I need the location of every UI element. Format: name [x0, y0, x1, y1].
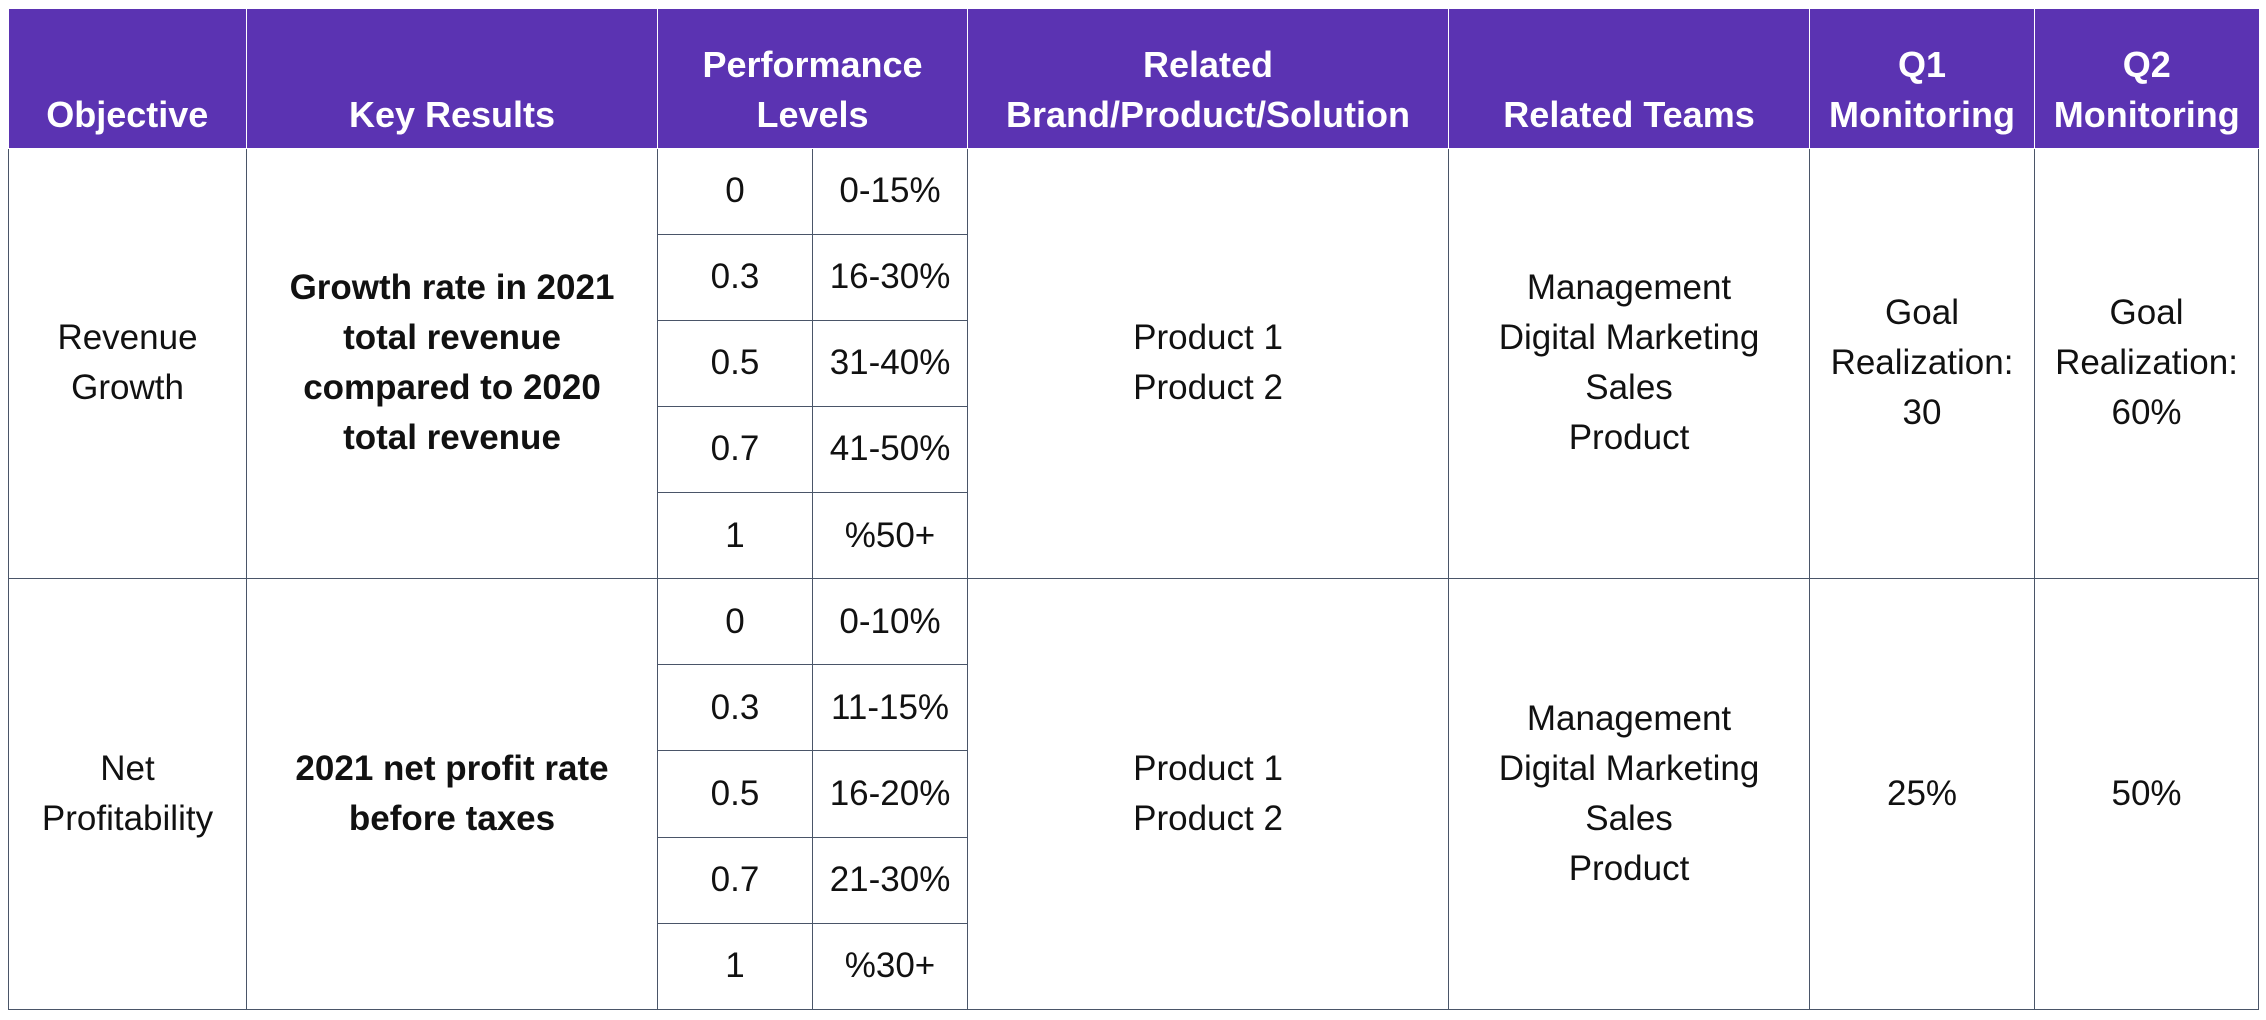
product-line: Product 1	[1133, 749, 1283, 789]
objective-cell: Revenue Growth	[8, 147, 247, 580]
level-score: 1	[657, 492, 813, 580]
header-q2-line-1: Q2	[2122, 43, 2171, 85]
objective-line: Net	[100, 749, 155, 789]
teams-cell: Management Digital Marketing Sales Produ…	[1448, 578, 1811, 1010]
team-line: Product	[1568, 418, 1690, 458]
level-range: 16-20%	[811, 750, 969, 838]
level-range: 11-15%	[811, 664, 969, 752]
q1-cell: 25%	[1809, 578, 2036, 1010]
q2-line: Realization:	[2055, 343, 2238, 383]
q2-line: 50%	[2111, 774, 2182, 814]
header-key-results: Key Results	[246, 9, 658, 149]
team-line: Digital Marketing	[1498, 318, 1760, 358]
table-row: 0.7 41-50%	[9, 405, 2259, 494]
key-result-line: total revenue	[343, 318, 561, 358]
key-result-line: before taxes	[348, 799, 556, 839]
level-range: 41-50%	[811, 405, 969, 494]
level-score: 0.3	[657, 664, 813, 752]
q2-line: 60%	[2111, 393, 2182, 433]
header-related-teams: Related Teams	[1448, 9, 1811, 149]
table-row: Net Profitability 2021 net profit rate b…	[8, 578, 2260, 1010]
header-performance-line-1: Performance	[702, 43, 923, 85]
header-brand-line-2: Brand/Product/Solution	[1006, 93, 1410, 135]
header-q1-line-1: Q1	[1898, 43, 1947, 85]
level-score: 0.7	[657, 836, 813, 924]
q1-line: 30	[1902, 393, 1942, 433]
product-line: Product 1	[1133, 318, 1283, 358]
header-row: Objective Key Results Performance Levels…	[8, 9, 2259, 149]
products-cell: Product 1 Product 2	[967, 578, 1450, 1010]
q2-line: Goal	[2109, 293, 2184, 333]
products-cell: Product 1 Product 2	[967, 147, 1450, 580]
q1-line: Goal	[1885, 293, 1959, 333]
objective-line: Revenue	[57, 318, 198, 358]
team-line: Digital Marketing	[1498, 749, 1760, 789]
table-row: 0.3 16-30%	[9, 233, 2259, 321]
key-result-line: total revenue	[343, 418, 561, 458]
key-result-line: compared to 2020	[303, 368, 601, 408]
header-objective-label: Objective	[46, 93, 209, 135]
level-range: 21-30%	[811, 836, 969, 924]
header-key-results-label: Key Results	[348, 93, 556, 135]
q1-line: 25%	[1886, 774, 1958, 814]
header-q2-monitoring: Q2 Monitoring	[2034, 9, 2259, 149]
header-q1-monitoring: Q1 Monitoring	[1809, 9, 2036, 149]
product-line: Product 2	[1133, 368, 1283, 408]
level-score: 0.3	[657, 233, 813, 321]
table-row: Revenue Growth Growth rate in 2021 total…	[8, 147, 2260, 580]
header-related-brand: Related Brand/Product/Solution	[967, 9, 1450, 149]
q1-line: Realization:	[1830, 343, 2014, 383]
table-row: 1 %30+	[9, 922, 2259, 1011]
key-result-cell: 2021 net profit rate before taxes	[246, 578, 658, 1010]
level-range: 31-40%	[811, 319, 969, 407]
level-score: 0.7	[657, 405, 813, 494]
objective-line: Growth	[71, 368, 184, 408]
team-line: Management	[1526, 699, 1732, 739]
team-line: Product	[1568, 849, 1690, 889]
header-q2-line-2: Monitoring	[2053, 93, 2240, 135]
level-score: 0	[657, 578, 813, 666]
level-score: 1	[657, 922, 813, 1011]
team-line: Sales	[1585, 799, 1673, 839]
q2-cell: 50%	[2034, 578, 2260, 1010]
table-row: 0.3 11-15%	[9, 664, 2259, 752]
team-line: Sales	[1585, 368, 1673, 408]
header-performance-line-2: Levels	[756, 93, 869, 135]
objective-line: Profitability	[41, 799, 214, 839]
teams-cell: Management Digital Marketing Sales Produ…	[1448, 147, 1811, 580]
header-objective: Objective	[8, 9, 247, 149]
header-q1-line-2: Monitoring	[1829, 93, 2015, 135]
product-line: Product 2	[1133, 799, 1283, 839]
header-related-teams-label: Related Teams	[1503, 93, 1755, 135]
level-score: 0.5	[657, 319, 813, 407]
q2-cell: Goal Realization: 60%	[2034, 147, 2260, 580]
level-score: 0.5	[657, 750, 813, 838]
level-score: 0	[657, 147, 813, 235]
level-range: %30+	[811, 922, 969, 1011]
key-result-line: Growth rate in 2021	[289, 268, 615, 308]
table-row: 0.5 16-20%	[9, 750, 2259, 838]
q1-cell: Goal Realization: 30	[1809, 147, 2036, 580]
header-performance-levels: Performance Levels	[656, 9, 969, 149]
level-range: 0-10%	[811, 578, 969, 666]
okr-table: Objective Key Results Performance Levels…	[8, 9, 2260, 1011]
level-range: %50+	[811, 492, 969, 580]
key-result-line: 2021 net profit rate	[295, 749, 609, 789]
header-brand-line-1: Related	[1142, 43, 1274, 85]
team-line: Management	[1526, 268, 1732, 308]
objective-cell: Net Profitability	[8, 578, 247, 1010]
level-range: 16-30%	[811, 233, 969, 321]
level-range: 0-15%	[811, 147, 969, 235]
key-result-cell: Growth rate in 2021 total revenue compar…	[246, 147, 658, 580]
